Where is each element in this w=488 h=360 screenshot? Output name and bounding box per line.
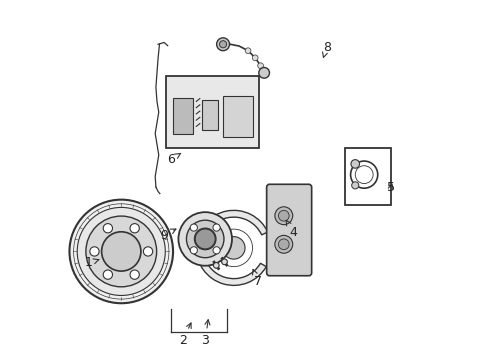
Circle shape — [186, 220, 224, 258]
Text: 4: 4 — [285, 220, 297, 239]
Circle shape — [213, 262, 219, 268]
Circle shape — [130, 270, 139, 279]
Circle shape — [252, 55, 258, 61]
Circle shape — [195, 229, 215, 249]
Circle shape — [278, 210, 288, 221]
Circle shape — [213, 247, 220, 254]
Text: 5: 5 — [386, 181, 394, 194]
Circle shape — [77, 207, 165, 296]
Wedge shape — [196, 210, 267, 285]
Text: 3: 3 — [201, 320, 209, 347]
Circle shape — [221, 259, 227, 265]
Text: 2: 2 — [179, 323, 191, 347]
Circle shape — [190, 224, 197, 231]
Circle shape — [69, 200, 173, 303]
Circle shape — [103, 270, 112, 279]
FancyBboxPatch shape — [266, 184, 311, 276]
FancyBboxPatch shape — [344, 148, 390, 205]
Circle shape — [90, 247, 99, 256]
Text: 6: 6 — [167, 153, 180, 166]
Circle shape — [274, 235, 292, 253]
FancyBboxPatch shape — [165, 76, 258, 148]
Circle shape — [219, 41, 226, 48]
Circle shape — [194, 228, 216, 249]
Circle shape — [103, 224, 112, 233]
Circle shape — [222, 237, 244, 259]
Circle shape — [190, 247, 197, 254]
Circle shape — [178, 212, 231, 266]
Circle shape — [143, 247, 152, 256]
Text: 1: 1 — [85, 256, 99, 269]
Circle shape — [213, 224, 220, 231]
Circle shape — [257, 63, 263, 68]
Circle shape — [86, 216, 156, 287]
Text: 8: 8 — [322, 41, 330, 57]
Circle shape — [351, 182, 358, 189]
Text: 9: 9 — [160, 229, 176, 242]
Circle shape — [244, 48, 250, 54]
Circle shape — [274, 207, 292, 225]
FancyBboxPatch shape — [223, 96, 253, 137]
Circle shape — [102, 232, 141, 271]
Text: 7: 7 — [252, 269, 261, 288]
FancyBboxPatch shape — [173, 98, 192, 134]
Circle shape — [258, 67, 269, 78]
Circle shape — [130, 224, 139, 233]
Circle shape — [278, 239, 288, 249]
Circle shape — [216, 38, 229, 51]
Circle shape — [350, 159, 359, 168]
FancyBboxPatch shape — [201, 100, 217, 130]
